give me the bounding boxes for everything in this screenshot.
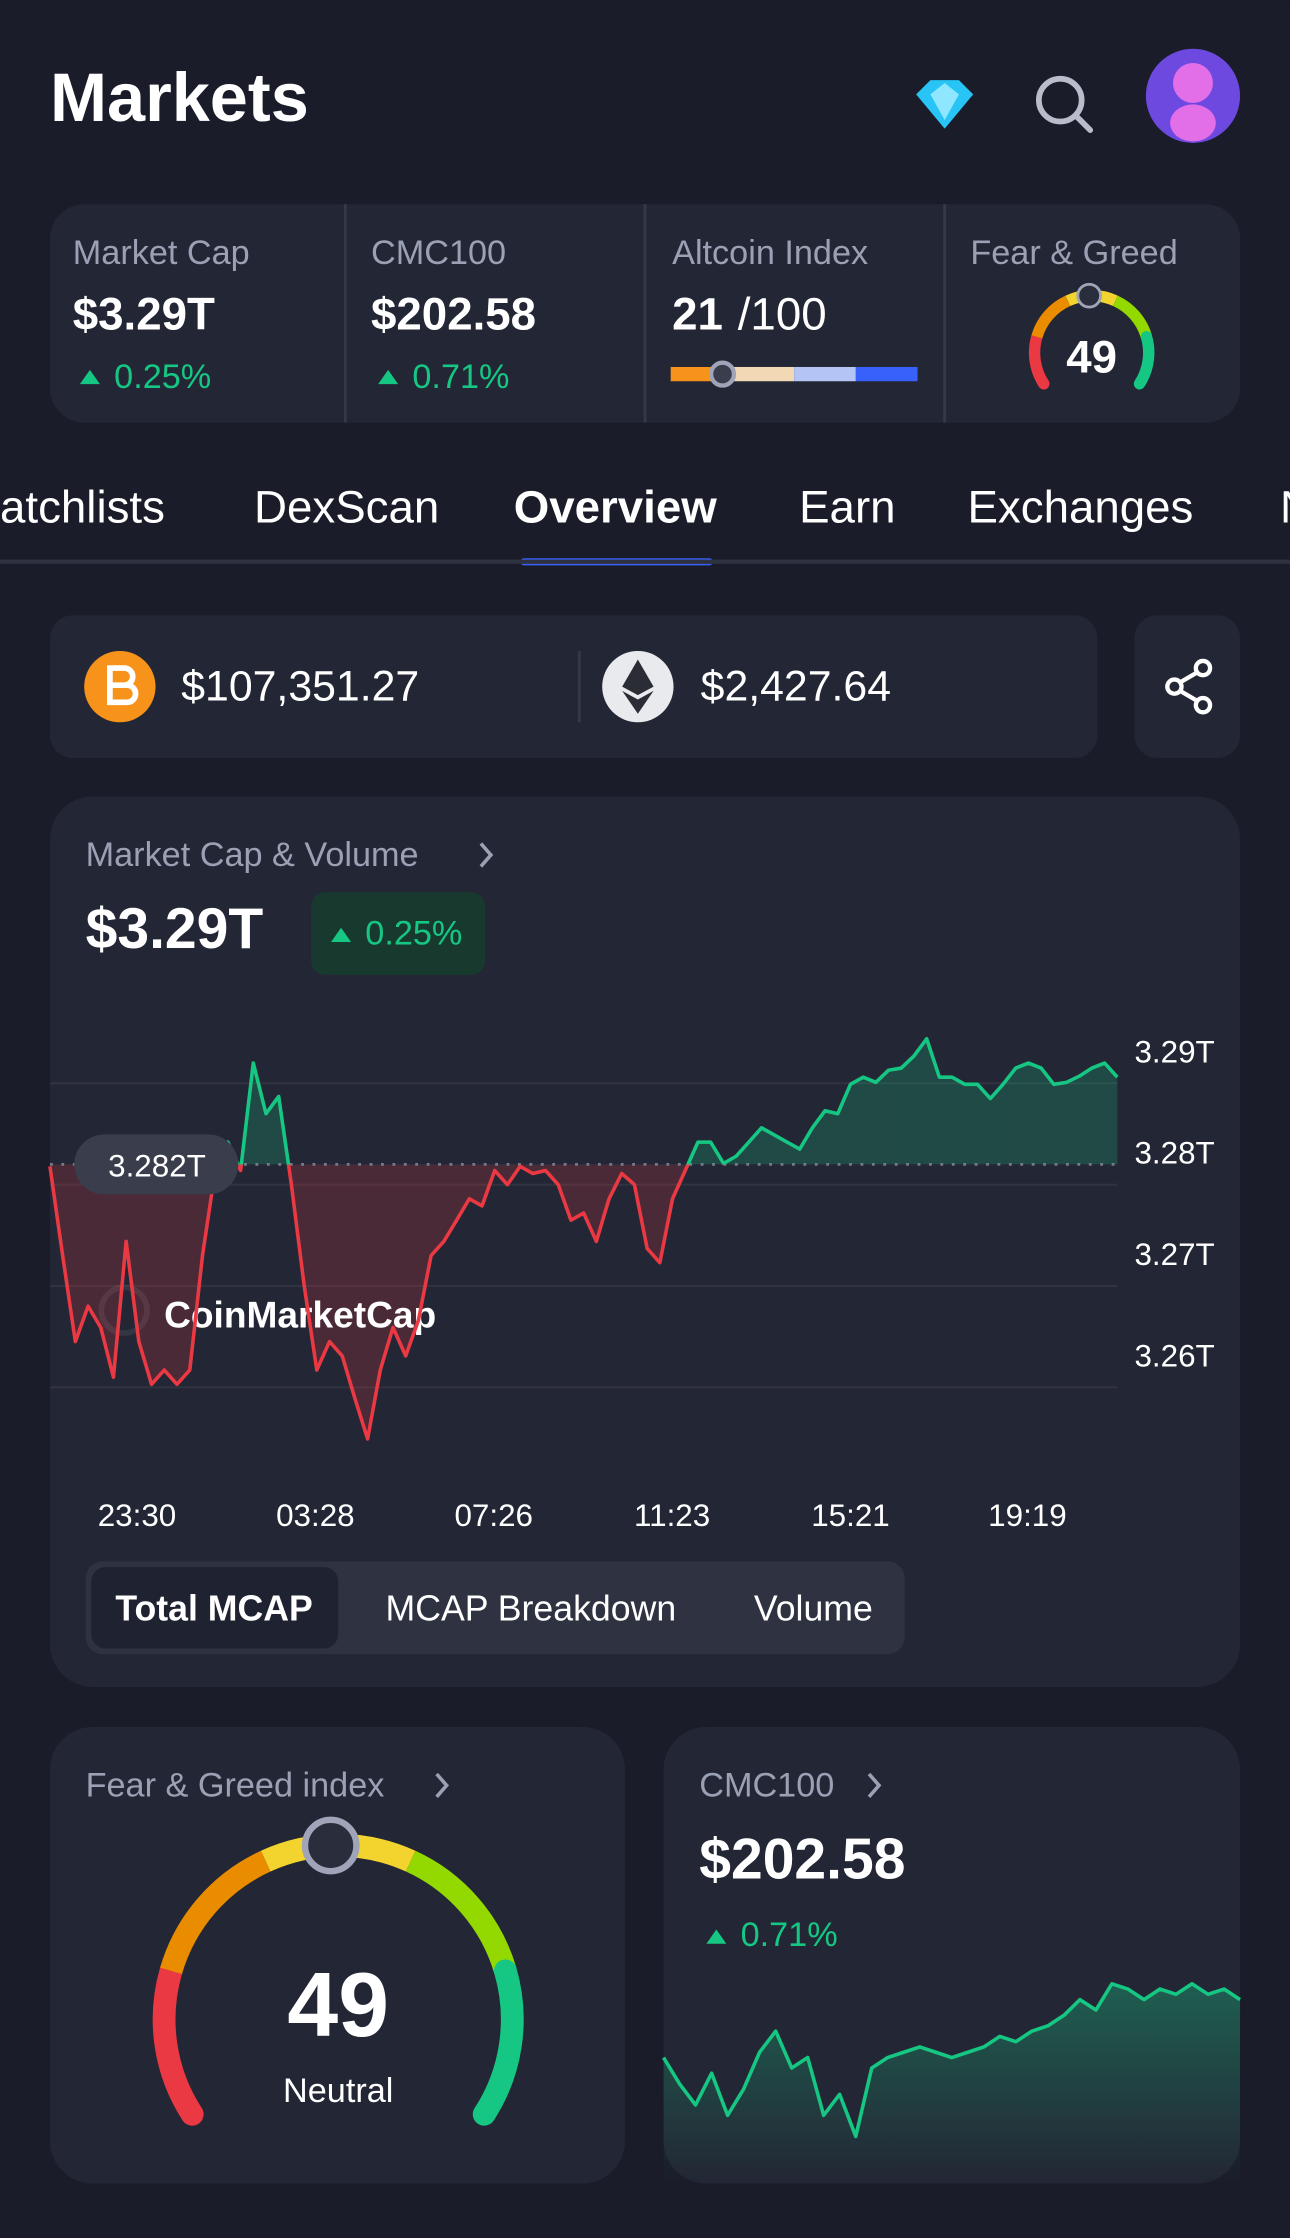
reference-label: 3.282T <box>108 1148 206 1183</box>
premium-icon[interactable] <box>916 80 974 129</box>
y-tick-label: 3.28T <box>1134 1136 1214 1171</box>
area-fill <box>663 1983 1241 2184</box>
stat-label: Market Cap <box>73 234 250 272</box>
y-tick-label: 3.26T <box>1134 1338 1214 1373</box>
tab[interactable]: atchlists <box>0 481 165 532</box>
avatar[interactable] <box>1145 48 1241 143</box>
search-icon[interactable] <box>1035 75 1094 133</box>
stat-label: CMC100 <box>371 234 506 272</box>
gauge-segment <box>472 1959 524 2126</box>
tab[interactable]: DexScan <box>254 481 439 532</box>
market-cap-chart: 3.29T3.28T3.27T3.26TCoinMarketCap3.282T2… <box>48 1034 1215 1533</box>
gauge-segment <box>405 1850 517 1975</box>
tab[interactable]: Exchanges <box>967 481 1193 532</box>
tab[interactable]: N <box>1280 481 1290 532</box>
card-value: $202.58 <box>699 1828 905 1892</box>
index-bar-segment <box>855 366 918 382</box>
gauge-knob <box>1076 282 1103 309</box>
gauge <box>152 1816 524 2126</box>
x-tick-label: 07:26 <box>454 1498 533 1533</box>
card-value: $3.29T <box>86 897 264 961</box>
tab[interactable]: Earn <box>799 481 895 532</box>
price: $2,427.64 <box>701 663 891 711</box>
gauge-segment <box>1031 295 1071 339</box>
stat-value: 49 <box>1066 331 1117 382</box>
change-pill <box>311 892 486 975</box>
card-title[interactable]: Market Cap & Volume <box>86 836 419 874</box>
toggle-button[interactable]: Volume <box>754 1588 873 1628</box>
chevron <box>479 842 494 868</box>
stat-max: /100 <box>738 289 827 340</box>
area-fill <box>49 1038 1118 1439</box>
tab-rule <box>0 559 1290 564</box>
fear-greed-card <box>49 1726 626 2184</box>
y-tick-label: 3.27T <box>1134 1237 1214 1272</box>
gauge-value: 49 <box>287 1954 389 2056</box>
price: $107,351.27 <box>181 663 419 711</box>
stat-label: Fear & Greed <box>970 234 1177 272</box>
x-tick-label: 19:19 <box>988 1498 1067 1533</box>
x-tick-label: 03:28 <box>276 1498 355 1533</box>
reference-pill <box>74 1134 239 1195</box>
card-title[interactable]: Fear & Greed index <box>86 1766 385 1804</box>
tab[interactable]: Overview <box>514 481 718 532</box>
x-tick-label: 11:23 <box>634 1498 710 1533</box>
chevron <box>867 1772 882 1798</box>
gauge-knob <box>301 1816 360 1875</box>
toggle-button[interactable]: Total MCAP <box>115 1588 312 1628</box>
card-change: 0.25% <box>365 914 462 952</box>
index-knob <box>708 360 737 388</box>
up-arrow <box>378 369 399 385</box>
stat-value: $202.58 <box>371 289 536 340</box>
watermark-logo <box>98 1284 150 1336</box>
stat-label: Altcoin Index <box>672 234 868 272</box>
stat-change: 0.71% <box>412 358 509 396</box>
gauge-label: Neutral <box>283 2072 393 2110</box>
gauge-segment <box>160 1850 271 1975</box>
up-arrow <box>706 1929 727 1944</box>
stat-change: 0.25% <box>114 358 211 396</box>
stat-value: $3.29T <box>73 289 215 340</box>
toggle-buttons: Total MCAP MCAP Breakdown Volume <box>91 1567 873 1649</box>
card-title[interactable]: CMC100 <box>699 1766 834 1804</box>
share-button[interactable] <box>1134 615 1241 758</box>
toggle-active <box>91 1567 339 1649</box>
toggle-button[interactable]: MCAP Breakdown <box>386 1588 677 1628</box>
chevron <box>435 1772 450 1798</box>
gauge-segment <box>1133 331 1155 390</box>
tabs: atchlists DexScan Overview Earn Exchanges N <box>0 481 1290 566</box>
card-change: 0.71% <box>741 1916 838 1954</box>
x-tick-label: 23:30 <box>98 1498 177 1533</box>
btc-icon <box>84 650 156 723</box>
price-card <box>49 615 1098 758</box>
price-line <box>662 1981 1242 2139</box>
up-arrow <box>331 927 352 943</box>
gauge-segment <box>152 1959 204 2126</box>
eth-icon <box>602 650 674 723</box>
page-title: Markets <box>50 59 309 136</box>
index-bar-segment <box>732 366 795 382</box>
y-tick-label: 3.29T <box>1134 1034 1214 1069</box>
gauge-segment <box>1028 331 1050 390</box>
x-tick-label: 15:21 <box>811 1498 890 1533</box>
stat-value: 21 <box>672 289 723 340</box>
cmc100-chart <box>662 1981 1242 2184</box>
up-arrow <box>79 369 100 385</box>
share-icon <box>1165 658 1213 715</box>
stats-dividers <box>343 204 947 423</box>
index-bar-segment <box>794 366 856 382</box>
